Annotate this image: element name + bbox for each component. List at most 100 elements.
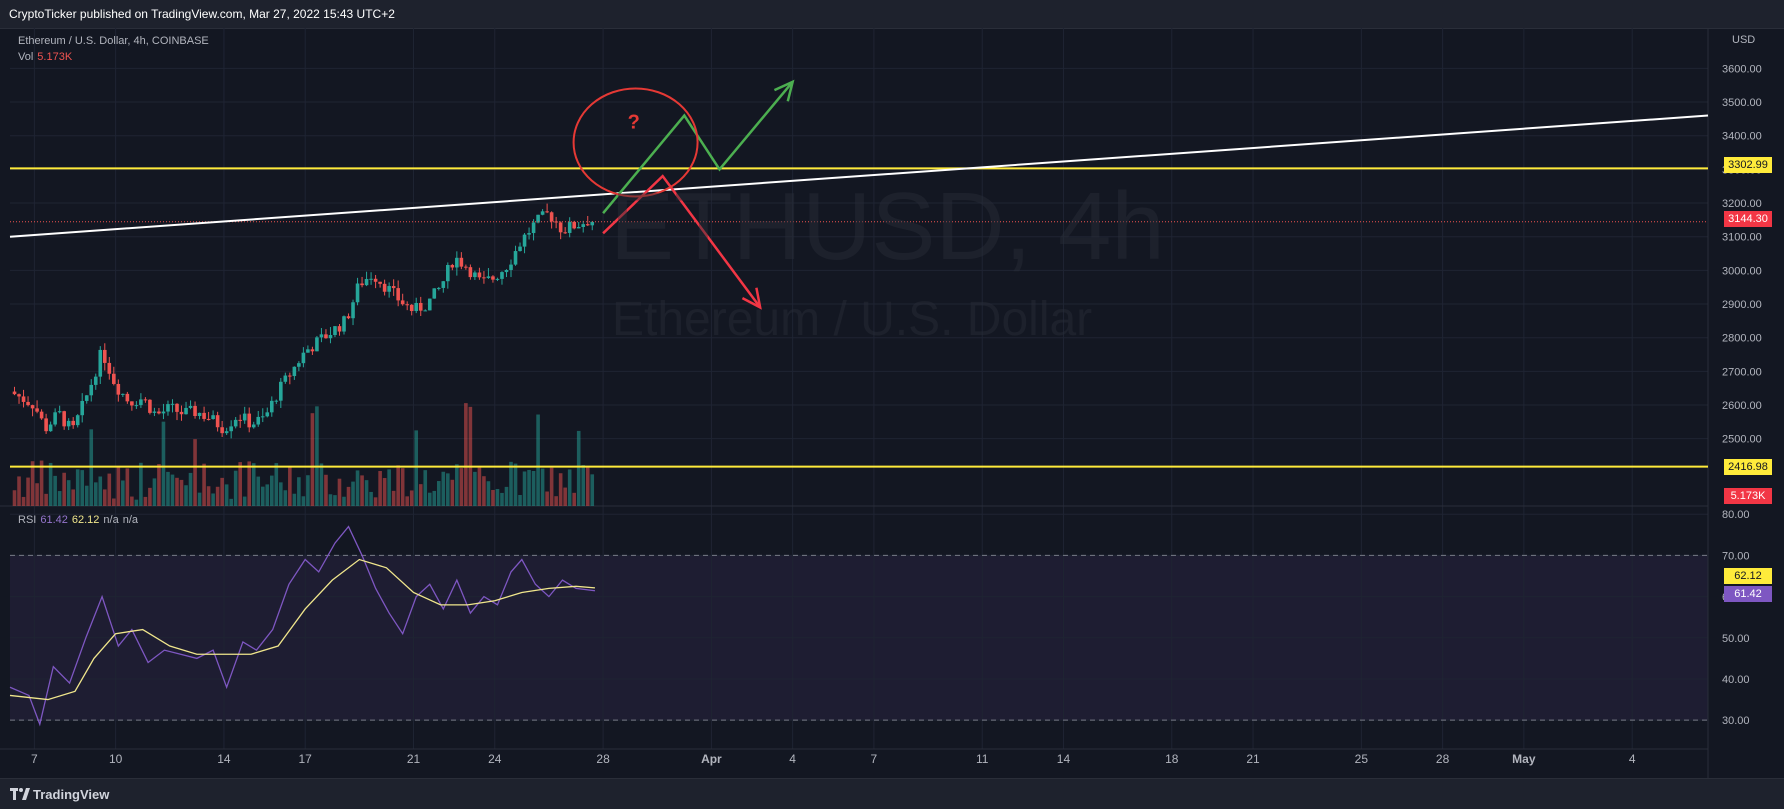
volume-bar [202,463,206,506]
candle-body [297,363,301,367]
candle-body [369,278,373,280]
candle-body [540,211,545,215]
candle-body [139,399,143,406]
time-axis-label: 7 [31,752,38,766]
volume-bar [247,461,252,506]
volume-bar [283,490,288,506]
volume-bar [504,486,509,506]
candle-body [102,349,107,363]
watermark-ticker: ETHUSD, 4h [610,173,1165,280]
candle-body [576,226,581,229]
candle-body [423,310,428,312]
rsi-label: RSI [18,514,37,526]
volume-bar [590,474,595,506]
time-axis-label: 10 [109,752,123,766]
candle-body [21,396,26,402]
candle-body [495,278,500,280]
volume-bar [143,496,148,506]
chart-area[interactable]: ? 2500.00 2600.00 2700.00 2800.00 2900.00 3000… [0,28,1784,778]
volume-bar [193,439,197,506]
price-axis-label: 3100.00 [1722,232,1762,244]
volume-bar [500,492,504,506]
candle-body [166,404,170,412]
candle-body [107,362,112,374]
volume-bar [477,467,482,506]
volume-bar [157,464,161,506]
candle-body [251,424,256,428]
tradingview-brand: TradingView [33,787,110,802]
volume-bar [215,486,220,506]
candle-body [256,416,261,425]
candle-body [220,427,224,434]
candle-body [405,304,409,306]
volume-bar [310,413,315,506]
candle-body [148,399,152,413]
candle-body [274,400,279,402]
price-axis-label: 3600.00 [1722,63,1762,75]
volume-bar [545,491,549,506]
volume-bar [572,492,576,506]
price-axis-label: 2600.00 [1722,400,1762,412]
time-axis-label: 18 [1165,752,1179,766]
volume-bar [139,462,143,506]
volume-bar [274,463,279,506]
volume-bar [576,430,581,506]
candle-body [292,366,297,377]
volume-bar [351,481,355,506]
candle-body [224,431,229,434]
candle-body [247,413,252,428]
time-axis-label: 17 [299,752,313,766]
candle-body [446,264,450,282]
candle-body [436,287,441,289]
volume-bar [409,490,414,506]
volume-bar [116,466,121,506]
volume-bar [509,461,513,506]
volume-badge: 5.173K [1724,488,1772,504]
price-axis-label: 3000.00 [1722,265,1762,277]
volume-bar [288,467,292,506]
candle-body [188,405,193,408]
volume-bar [391,490,396,506]
question-mark-label: ? [628,111,640,133]
candle-body [30,405,35,409]
candle-body [315,337,319,352]
volume-bar [265,484,270,506]
time-axis-label: 11 [976,752,989,766]
candle-body [125,393,130,402]
candle-body [590,221,595,226]
volume-bar [148,487,152,506]
candle-body [518,246,522,252]
candle-body [509,264,513,270]
volume-bar [175,477,179,506]
volume-bar [89,429,94,506]
volume-bar [400,468,405,506]
candle-body [414,302,419,312]
volume-bar [518,495,522,506]
time-axis-label: 7 [871,752,878,766]
candle-body [229,426,233,432]
volume-bar [486,481,491,506]
rsi-ma-badge: 62.12 [1724,568,1772,584]
candle-body [572,221,576,229]
volume-bar [66,480,71,506]
volume-bar [48,462,53,506]
candle-body [12,391,17,395]
volume-bar [166,471,170,506]
volume-bar [152,478,157,506]
candle-body [545,211,549,213]
volume-bar [342,496,346,506]
time-axis-label: 25 [1355,752,1369,766]
volume-bar [188,472,193,506]
volume-bar [84,485,89,506]
candle-body [400,300,405,305]
volume-bar [233,470,238,506]
volume-bar [513,463,518,506]
candle-body [170,403,175,405]
candle-body [306,349,310,353]
time-axis-label: 21 [407,752,421,766]
volume-bar [44,493,48,506]
trend-line [9,114,1709,238]
symbol-title: Ethereum / U.S. Dollar, 4h, COINBASE [18,35,209,47]
volume-bar [468,406,473,506]
rsi-axis-label: 30.00 [1722,715,1750,727]
